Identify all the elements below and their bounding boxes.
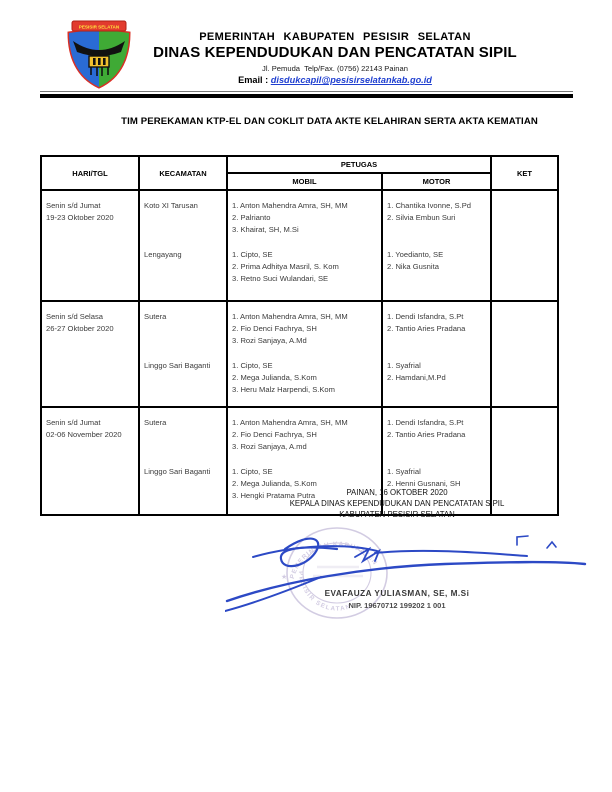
rumah-gadang-stilts: [90, 67, 109, 76]
signature-and-stamp: PEMERINTAH KABUPATEN PESISIR SELATAN ★: [225, 527, 587, 619]
cell-motor: 1. Chantika Ivonne, S.Pd 2. Silvia Embun…: [381, 189, 492, 302]
cell-kecamatan: Sutera Linggo Sari Baganti: [138, 300, 228, 408]
logo-banner: [71, 20, 127, 32]
signature-stray-marks: [516, 535, 557, 549]
cell-mobil: 1. Anton Mahendra Amra, SH, MM 2. Fio De…: [226, 300, 383, 408]
schedule-table: HARI/TGL KECAMATAN PETUGAS KET MOBIL MOT…: [40, 155, 559, 516]
agency-name: DINAS KEPENDUDUKAN DAN PENCATATAN SIPIL: [153, 44, 517, 61]
col-header-motor: MOTOR: [381, 172, 492, 191]
address-line: Jl. Pemuda Telp/Fax. (0756) 22143 Painan: [262, 64, 408, 73]
col-header-hari: HARI/TGL: [40, 155, 140, 191]
cell-mobil: 1. Anton Mahendra Amra, SH, MM 2. Palria…: [226, 189, 383, 302]
place-date: PAINAN, 16 OKTOBER 2020: [346, 488, 448, 497]
letterhead: PEMERINTAH KABUPATEN PESISIR SELATAN DIN…: [110, 31, 560, 85]
closing-block: PAINAN, 16 OKTOBER 2020 KEPALA DINAS KEP…: [225, 487, 569, 520]
government-name: PEMERINTAH KABUPATEN PESISIR SELATAN: [199, 31, 471, 43]
cell-motor: 1. Dendi Isfandra, S.Pt 2. Tantio Aries …: [381, 406, 492, 516]
table-row: Senin s/d Jumat 02-06 November 2020 Sute…: [40, 406, 559, 516]
office-title-line1: KEPALA DINAS KEPENDUDUKAN DAN PENCATATAN…: [289, 499, 505, 508]
col-header-mobil: MOBIL: [226, 172, 383, 191]
signer-name: EVAFAUZA YULIASMAN, SE, M.Si: [324, 589, 470, 598]
regency-seal-logo: PESISIR SELATAN: [67, 20, 131, 89]
cell-kecamatan: Koto XI Tarusan Lengayang: [138, 189, 228, 302]
cell-mobil: 1. Anton Mahendra Amra, SH, MM 2. Fio De…: [226, 406, 383, 516]
cell-hari: Senin s/d Selasa 26-27 Oktober 2020: [40, 300, 140, 408]
email-link[interactable]: disdukcapil@pesisirselatankab.go.id: [270, 75, 432, 85]
cell-hari: Senin s/d Jumat 02-06 November 2020: [40, 406, 140, 516]
office-title-line2: KABUPATEN PESISIR SELATAN: [339, 510, 455, 519]
col-header-ket: KET: [490, 155, 559, 191]
header-row-1: HARI/TGL KECAMATAN PETUGAS KET: [40, 155, 559, 191]
rumah-gadang-roof-icon: [73, 41, 125, 56]
table-row: Senin s/d Jumat 19-23 Oktober 2020 Koto …: [40, 189, 559, 302]
email-line: Email : disdukcapil@pesisirselatankab.go…: [110, 75, 560, 85]
cell-ket: [490, 300, 559, 408]
email-label: Email :: [238, 75, 271, 85]
signer-nip: NIP. 19670712 199202 1 001: [348, 601, 446, 610]
document-title: TIM PEREKAMAN KTP-EL DAN COKLIT DATA AKT…: [121, 116, 538, 127]
table-row: Senin s/d Selasa 26-27 Oktober 2020 Sute…: [40, 300, 559, 408]
cell-motor: 1. Dendi Isfandra, S.Pt 2. Tantio Aries …: [381, 300, 492, 408]
signature-icon: [225, 535, 587, 612]
cell-ket: [490, 406, 559, 516]
col-header-petugas: PETUGAS: [226, 155, 492, 174]
cell-kecamatan: Sutera Linggo Sari Baganti: [138, 406, 228, 516]
col-header-kecamatan: KECAMATAN: [138, 155, 228, 191]
cell-ket: [490, 189, 559, 302]
stamp-star-icon: ★: [281, 573, 287, 581]
cell-hari: Senin s/d Jumat 19-23 Oktober 2020: [40, 189, 140, 302]
header-row-2: MOBIL MOTOR: [41, 172, 558, 191]
letterhead-divider: [40, 91, 573, 98]
logo-banner-text: PESISIR SELATAN: [79, 24, 120, 29]
